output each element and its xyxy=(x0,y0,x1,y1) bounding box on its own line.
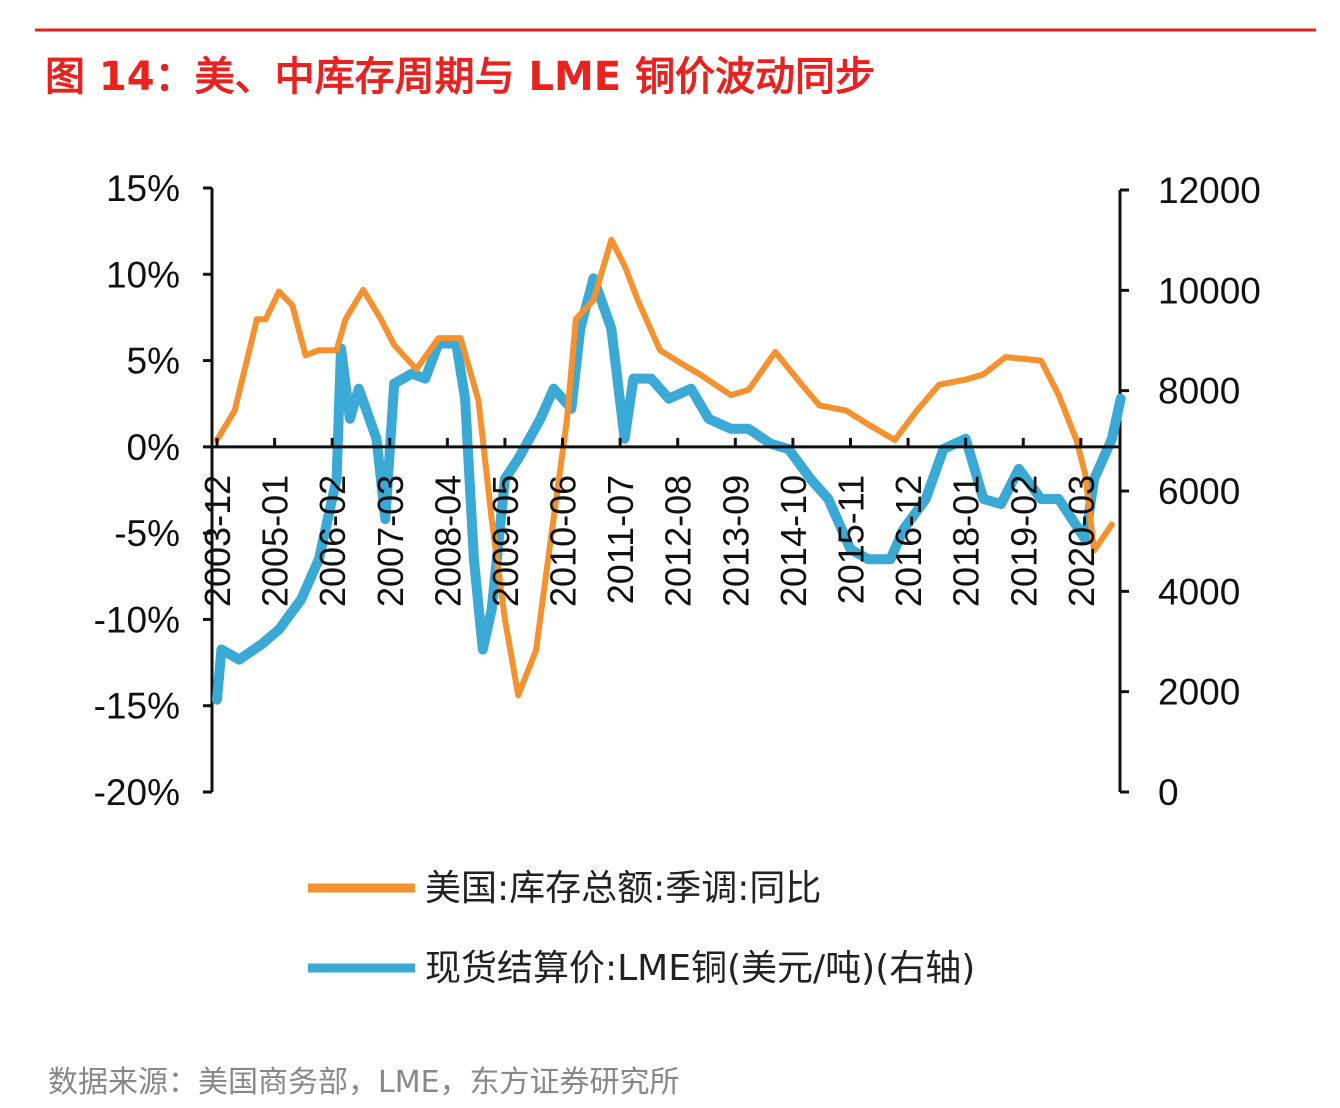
left-axis-tick-label: 15% xyxy=(106,168,180,209)
series-line-us-inventory xyxy=(214,236,1115,699)
x-axis-tick-label: 2009-05 xyxy=(485,475,526,607)
left-axis-tick-label: -20% xyxy=(94,772,180,813)
source-note: 数据来源：美国商务部，LME，东方证券研究所 xyxy=(48,1065,680,1100)
left-axis-tick-label: -10% xyxy=(94,599,180,640)
axes: 15% 10% 5% 0% -5% -10% -15% -20% 12000 10000 8000 6… xyxy=(94,168,1261,813)
right-axis-tick-label: 8000 xyxy=(1158,371,1240,412)
x-axis-tick-label: 2019-02 xyxy=(1003,475,1044,607)
left-axis-tick-label: 10% xyxy=(106,254,180,295)
right-axis-tick-label: 2000 xyxy=(1158,672,1240,713)
x-axis-tick-label: 2003-12 xyxy=(197,475,238,607)
legend-label-lme-copper: 现货结算价:LME铜(美元/吨)(右轴) xyxy=(425,948,975,989)
right-axis-tick-label: 4000 xyxy=(1158,571,1240,612)
right-axis-tick-label: 10000 xyxy=(1158,270,1261,311)
right-axis-tick-label: 0 xyxy=(1158,772,1179,813)
right-axis-tick-label: 12000 xyxy=(1158,170,1261,211)
x-axis-tick-label: 2013-09 xyxy=(715,475,756,607)
x-axis-tick-label: 2020-03 xyxy=(1061,475,1102,607)
x-axis-tick-label: 2018-01 xyxy=(946,475,987,607)
series-line-lme-copper xyxy=(212,273,1126,705)
x-axis-tick-label: 2011-07 xyxy=(600,475,641,604)
right-axis-tick-label: 6000 xyxy=(1158,471,1240,512)
x-axis-tick-label: 2010-06 xyxy=(543,475,584,607)
left-axis-tick-label: -15% xyxy=(94,686,180,727)
x-axis-ticks: 2003-12 2005-01 2006-02 2007-03 2008-04 2009-… xyxy=(197,437,1120,607)
series-lines xyxy=(212,236,1126,705)
x-axis-tick-label: 2008-04 xyxy=(427,475,468,607)
x-axis-tick-label: 2012-08 xyxy=(658,475,699,607)
left-axis-tick-label: 0% xyxy=(127,427,180,468)
chart-title: 图 14：美、中库存周期与 LME 铜价波动同步 xyxy=(45,54,875,100)
left-axis-tick-label: -5% xyxy=(114,513,180,554)
x-axis-tick-label: 2016-12 xyxy=(888,475,929,607)
left-axis-tick-label: 5% xyxy=(127,341,180,382)
x-axis-tick-label: 2006-02 xyxy=(312,475,353,607)
x-axis-tick-label: 2005-01 xyxy=(255,475,296,607)
x-axis-tick-label: 2015-11 xyxy=(830,475,871,604)
legend: 美国:库存总额:季调:同比 现货结算价:LME铜(美元/吨)(右轴) xyxy=(308,868,975,989)
legend-label-us-inventory: 美国:库存总额:季调:同比 xyxy=(425,868,821,909)
x-axis-tick-label: 2014-10 xyxy=(773,475,814,607)
x-axis-tick-label: 2007-03 xyxy=(370,475,411,607)
